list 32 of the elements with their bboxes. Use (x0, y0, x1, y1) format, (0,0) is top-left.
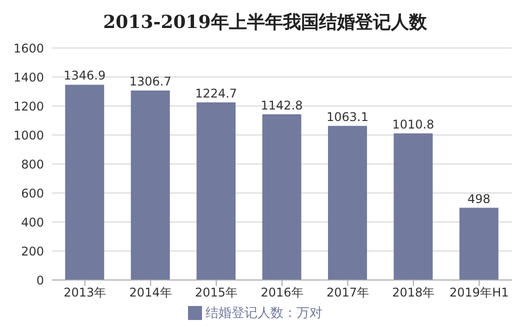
x-tick-label: 2016年 (260, 286, 304, 300)
x-tick-label: 2014年 (129, 286, 172, 300)
bar (459, 208, 498, 280)
bar (196, 102, 236, 280)
y-tick-label: 600 (21, 186, 44, 200)
data-label: 1224.7 (195, 86, 238, 100)
bar (328, 126, 367, 280)
bar (262, 114, 302, 280)
bar (394, 133, 433, 280)
bar (65, 84, 104, 280)
chart-title: 2013-2019年上半年我国结婚登记人数 (102, 11, 428, 35)
y-tick-label: 800 (21, 157, 44, 172)
data-label: 498 (467, 192, 490, 206)
x-tick-label: 2013年 (64, 286, 106, 300)
data-label: 1142.8 (260, 98, 303, 112)
bar (130, 90, 170, 280)
data-label: 1010.8 (392, 117, 434, 132)
y-tick-label: 400 (21, 215, 44, 230)
x-tick-label: 2017年 (326, 286, 369, 300)
legend-label: 结婚登记人数：万对 (206, 306, 322, 321)
y-tick-label: 1200 (13, 99, 44, 114)
x-tick-label: 2018年 (392, 286, 435, 300)
x-tick-label: 2015年 (195, 286, 238, 300)
y-tick-label: 1000 (13, 128, 44, 142)
y-tick-label: 1400 (13, 70, 44, 84)
y-tick-label: 1600 (13, 41, 44, 56)
data-label: 1306.7 (129, 74, 172, 89)
data-label: 1063.1 (326, 110, 368, 124)
x-tick-label: 2019年H1 (450, 286, 509, 300)
data-label: 1346.9 (64, 68, 106, 83)
y-tick-label: 200 (21, 244, 44, 258)
y-tick-label: 0 (36, 273, 44, 288)
